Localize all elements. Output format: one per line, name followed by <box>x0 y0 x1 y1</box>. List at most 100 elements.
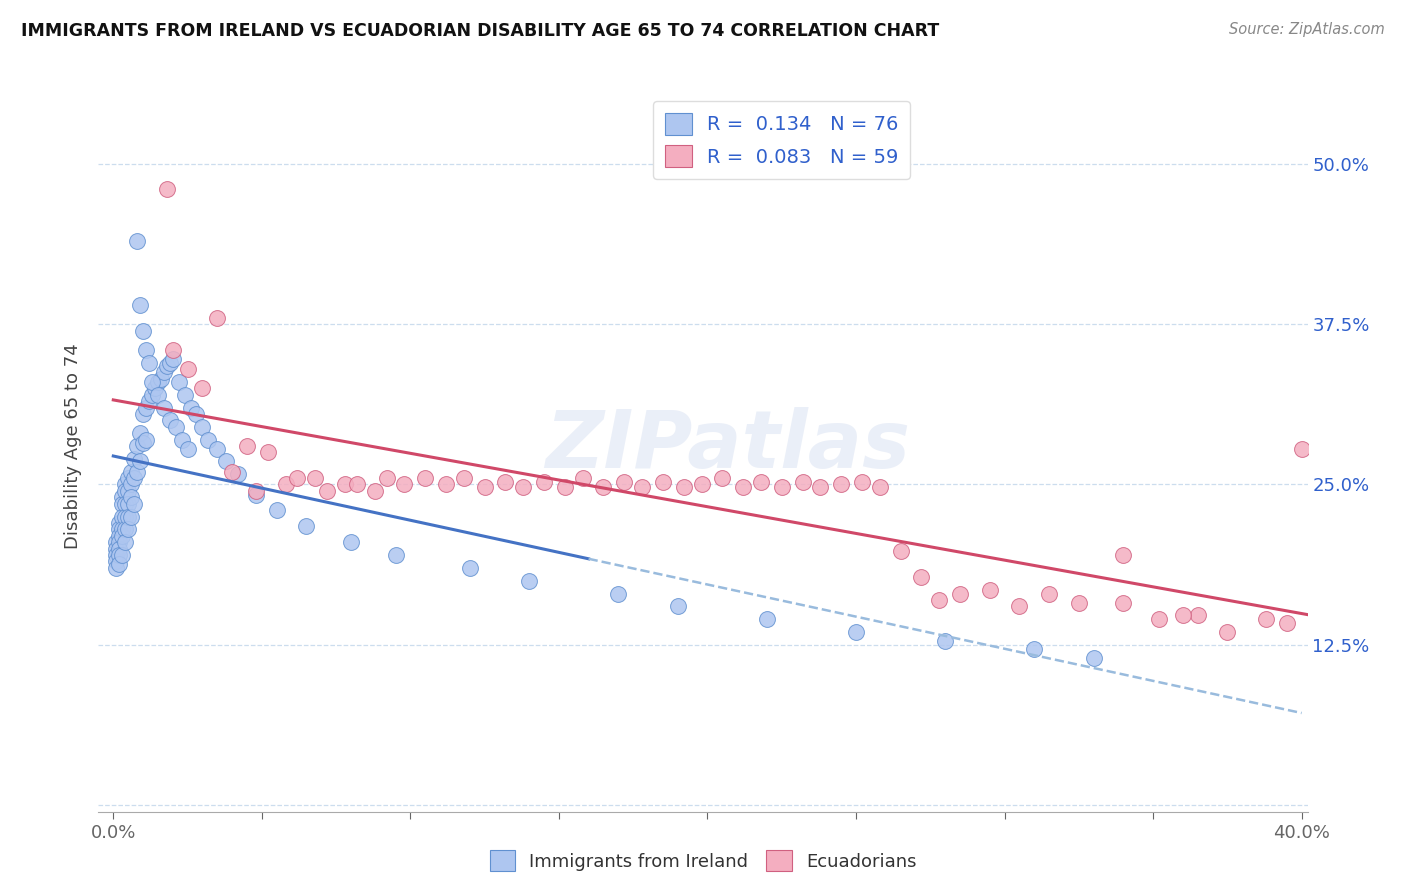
Point <box>287 471 309 485</box>
Point <box>125 439 148 453</box>
Text: Source: ZipAtlas.com: Source: ZipAtlas.com <box>1229 22 1385 37</box>
Point <box>1024 641 1046 656</box>
Point <box>711 471 734 485</box>
Point <box>666 599 689 614</box>
Point <box>120 465 142 479</box>
Point <box>156 359 179 374</box>
Point <box>749 475 772 489</box>
Point <box>1083 650 1105 665</box>
Point <box>1112 596 1135 610</box>
Point <box>143 381 166 395</box>
Point <box>340 535 363 549</box>
Point <box>191 381 214 395</box>
Point <box>394 477 416 491</box>
Point <box>295 518 318 533</box>
Point <box>141 375 163 389</box>
Point <box>132 436 155 450</box>
Point <box>949 586 972 600</box>
Point <box>111 548 134 562</box>
Point <box>105 554 128 568</box>
Point <box>186 407 208 421</box>
Point <box>226 467 249 482</box>
Point <box>215 454 238 468</box>
Point <box>108 516 131 530</box>
Point <box>111 497 134 511</box>
Point <box>517 574 540 588</box>
Point <box>434 477 457 491</box>
Point <box>890 544 912 558</box>
Point <box>170 433 193 447</box>
Point <box>132 407 155 421</box>
Point <box>108 548 131 562</box>
Point <box>114 477 136 491</box>
Point <box>135 401 157 415</box>
Point <box>114 483 136 498</box>
Point <box>316 483 339 498</box>
Point <box>245 488 267 502</box>
Point <box>304 471 326 485</box>
Point <box>554 480 576 494</box>
Point <box>364 483 387 498</box>
Point <box>120 477 142 491</box>
Point <box>162 343 184 357</box>
Point <box>129 426 152 441</box>
Point <box>111 491 134 505</box>
Point <box>733 480 755 494</box>
Point <box>792 475 814 489</box>
Point <box>651 475 673 489</box>
Legend: R =  0.134   N = 76, R =  0.083   N = 59: R = 0.134 N = 76, R = 0.083 N = 59 <box>652 101 910 179</box>
Point <box>117 483 139 498</box>
Point <box>176 442 198 456</box>
Point <box>111 523 134 537</box>
Point <box>910 570 932 584</box>
Point <box>207 310 229 325</box>
Point <box>152 365 174 379</box>
Point <box>384 548 406 562</box>
Point <box>108 535 131 549</box>
Point <box>592 480 614 494</box>
Point <box>1112 548 1135 562</box>
Point <box>690 477 713 491</box>
Point <box>132 324 155 338</box>
Point <box>207 442 229 456</box>
Point <box>122 451 145 466</box>
Point <box>266 503 288 517</box>
Point <box>159 355 181 369</box>
Point <box>141 387 163 401</box>
Point <box>533 475 555 489</box>
Point <box>120 491 142 505</box>
Point <box>1147 612 1170 626</box>
Point <box>105 561 128 575</box>
Point <box>149 372 172 386</box>
Point <box>869 480 891 494</box>
Point <box>117 509 139 524</box>
Point <box>114 497 136 511</box>
Point <box>256 445 278 459</box>
Text: IMMIGRANTS FROM IRELAND VS ECUADORIAN DISABILITY AGE 65 TO 74 CORRELATION CHART: IMMIGRANTS FROM IRELAND VS ECUADORIAN DI… <box>21 22 939 40</box>
Point <box>125 234 148 248</box>
Point <box>631 480 654 494</box>
Point <box>165 419 187 434</box>
Point <box>162 351 184 366</box>
Y-axis label: Disability Age 65 to 74: Disability Age 65 to 74 <box>65 343 83 549</box>
Point <box>755 612 778 626</box>
Point <box>1216 625 1239 640</box>
Point <box>173 387 195 401</box>
Point <box>1275 616 1298 631</box>
Point <box>167 375 190 389</box>
Text: ZIPatlas: ZIPatlas <box>544 407 910 485</box>
Point <box>176 362 198 376</box>
Point <box>117 497 139 511</box>
Point <box>114 523 136 537</box>
Point <box>1008 599 1031 614</box>
Point <box>152 401 174 415</box>
Point <box>122 497 145 511</box>
Point <box>453 471 475 485</box>
Point <box>146 387 169 401</box>
Point <box>135 343 157 357</box>
Point <box>979 582 1001 597</box>
Point <box>125 465 148 479</box>
Point <box>851 475 873 489</box>
Point <box>191 419 214 434</box>
Legend: Immigrants from Ireland, Ecuadorians: Immigrants from Ireland, Ecuadorians <box>482 843 924 879</box>
